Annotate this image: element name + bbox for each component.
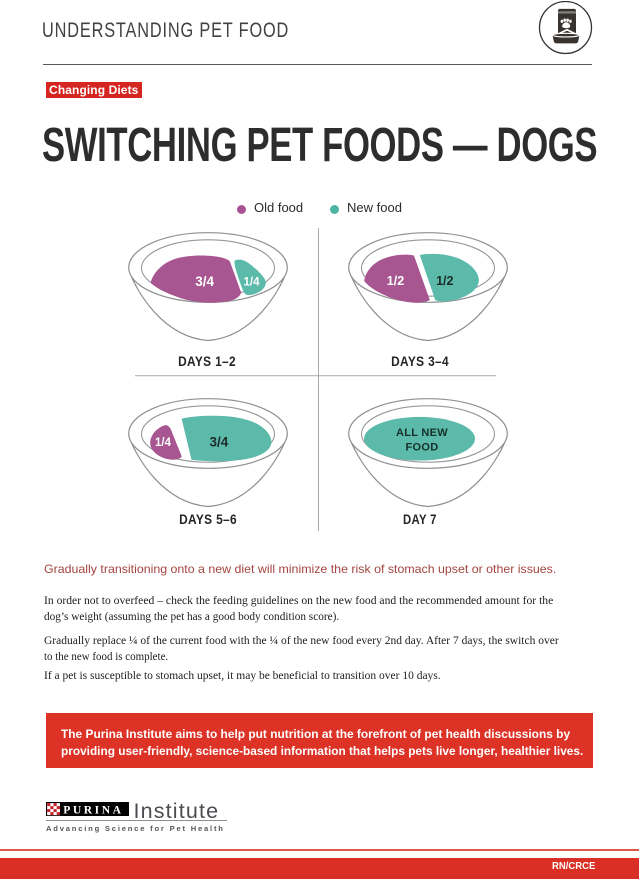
svg-text:1/4: 1/4 (244, 277, 261, 289)
svg-text:PURINA: PURINA (63, 803, 123, 816)
svg-text:1/4: 1/4 (155, 437, 172, 449)
svg-text:FOOD: FOOD (406, 441, 439, 453)
svg-text:1/2: 1/2 (387, 274, 404, 288)
svg-text:ALL NEW: ALL NEW (396, 427, 448, 439)
svg-text:3/4: 3/4 (195, 274, 214, 289)
svg-text:1/2: 1/2 (436, 274, 453, 288)
svg-text:3/4: 3/4 (210, 434, 229, 449)
